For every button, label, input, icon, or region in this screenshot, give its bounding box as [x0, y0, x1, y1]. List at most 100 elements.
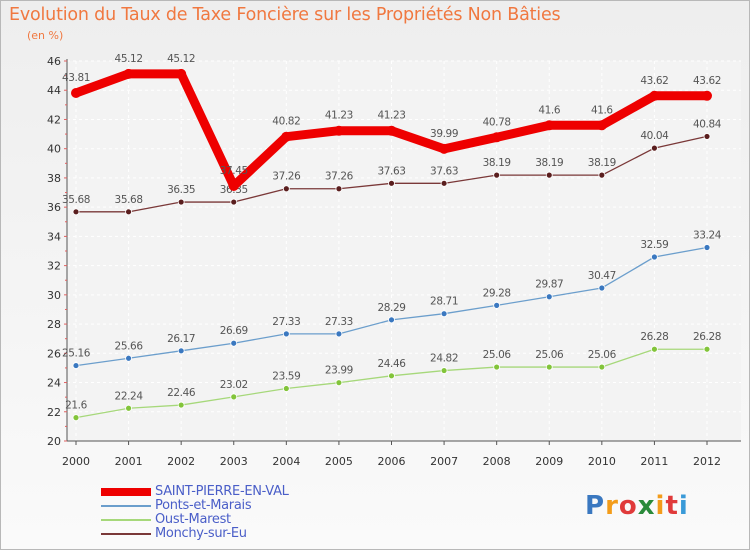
data-point [335, 379, 343, 387]
data-point [440, 179, 448, 187]
data-point [71, 88, 81, 99]
y-tick-label: 38 [47, 172, 61, 185]
data-label: 23.59 [272, 371, 300, 383]
x-tick-label: 2011 [640, 455, 668, 468]
data-label: 26.28 [693, 331, 721, 343]
data-point [544, 120, 555, 131]
data-label: 25.66 [115, 340, 144, 352]
x-tick-label: 2003 [220, 455, 248, 468]
logo-letter: o [618, 491, 638, 521]
y-tick-label: 22 [47, 406, 61, 419]
data-label: 24.82 [430, 353, 458, 365]
data-point [545, 363, 553, 371]
data-label: 22.24 [115, 390, 144, 402]
data-label: 32.59 [640, 239, 668, 251]
data-label: 26.17 [167, 333, 195, 345]
logo-letter: i [655, 491, 666, 521]
data-point [230, 339, 238, 347]
legend-swatch [101, 533, 151, 535]
data-point [230, 198, 238, 206]
y-axis-unit: (en %) [27, 29, 64, 42]
chart-title: Evolution du Taux de Taxe Foncière sur l… [9, 5, 561, 25]
data-point [596, 120, 607, 131]
y-tick-label: 32 [47, 260, 61, 273]
y-tick-label: 34 [47, 230, 61, 243]
x-tick-label: 2007 [430, 455, 458, 468]
data-point [440, 367, 448, 374]
y-tick-label: 42 [47, 113, 61, 126]
data-label: 37.26 [325, 171, 354, 183]
y-tick-label: 20 [47, 435, 61, 448]
x-tick-label: 2009 [535, 455, 563, 468]
data-point [72, 362, 80, 369]
logo-letter: i [678, 491, 689, 521]
data-label: 38.19 [588, 157, 616, 169]
data-label: 29.28 [483, 287, 511, 299]
legend-label: SAINT-PIERRE-EN-VAL [155, 484, 289, 499]
data-label: 22.46 [167, 387, 196, 399]
data-point [703, 244, 711, 251]
data-point [439, 143, 450, 154]
legend-label: Oust-Marest [155, 512, 231, 527]
data-point [72, 208, 80, 216]
logo-letter: P [585, 491, 606, 521]
data-label: 28.29 [377, 302, 405, 314]
y-tick-label: 26 [47, 347, 61, 360]
plot-background [67, 61, 741, 441]
logo-letter: x [637, 491, 656, 521]
y-tick-label: 40 [47, 143, 61, 156]
data-label: 27.33 [325, 316, 353, 328]
data-point [125, 404, 132, 412]
data-label: 38.19 [535, 157, 563, 169]
data-point [228, 180, 239, 191]
data-label: 40.82 [272, 116, 300, 128]
data-label: 43.62 [640, 75, 668, 87]
data-label: 25.16 [62, 348, 91, 360]
data-label: 37.63 [377, 165, 405, 177]
data-point [703, 133, 711, 140]
data-point [386, 125, 397, 136]
data-point [388, 372, 395, 380]
data-point [230, 393, 238, 401]
data-label: 41.23 [325, 110, 353, 122]
data-label: 39.99 [430, 128, 458, 140]
data-point [651, 253, 658, 261]
x-tick-label: 2002 [167, 455, 195, 468]
data-point [651, 345, 658, 353]
data-label: 27.33 [272, 316, 300, 328]
data-label: 38.19 [483, 157, 511, 169]
data-label: 25.06 [483, 349, 512, 361]
data-label: 23.99 [325, 365, 353, 377]
data-label: 25.06 [588, 349, 617, 361]
data-point [598, 284, 606, 292]
data-label: 26.69 [220, 325, 248, 337]
data-label: 28.71 [430, 296, 458, 308]
data-point [649, 90, 660, 101]
legend-label: Monchy-sur-Eu [155, 526, 247, 541]
data-label: 43.81 [62, 72, 90, 84]
data-label: 41.6 [591, 104, 613, 116]
data-point [335, 330, 343, 338]
x-tick-label: 2006 [378, 455, 406, 468]
x-tick-label: 2001 [115, 455, 143, 468]
y-tick-label: 24 [47, 377, 61, 390]
data-point [125, 354, 132, 362]
data-label: 35.68 [115, 194, 143, 206]
x-tick-label: 2008 [483, 455, 511, 468]
data-label: 40.04 [640, 130, 669, 142]
data-label: 40.78 [483, 116, 511, 128]
data-point [125, 208, 132, 216]
proxiti-logo: Proxiti [585, 491, 689, 521]
data-label: 37.26 [272, 171, 301, 183]
data-point [491, 132, 502, 143]
x-tick-label: 2010 [588, 455, 616, 468]
x-tick-label: 2004 [272, 455, 300, 468]
data-point [281, 131, 292, 142]
data-point [388, 179, 395, 187]
data-label: 41.6 [538, 104, 560, 116]
data-point [598, 363, 606, 371]
x-tick-label: 2012 [693, 455, 721, 468]
y-tick-label: 28 [47, 318, 61, 331]
